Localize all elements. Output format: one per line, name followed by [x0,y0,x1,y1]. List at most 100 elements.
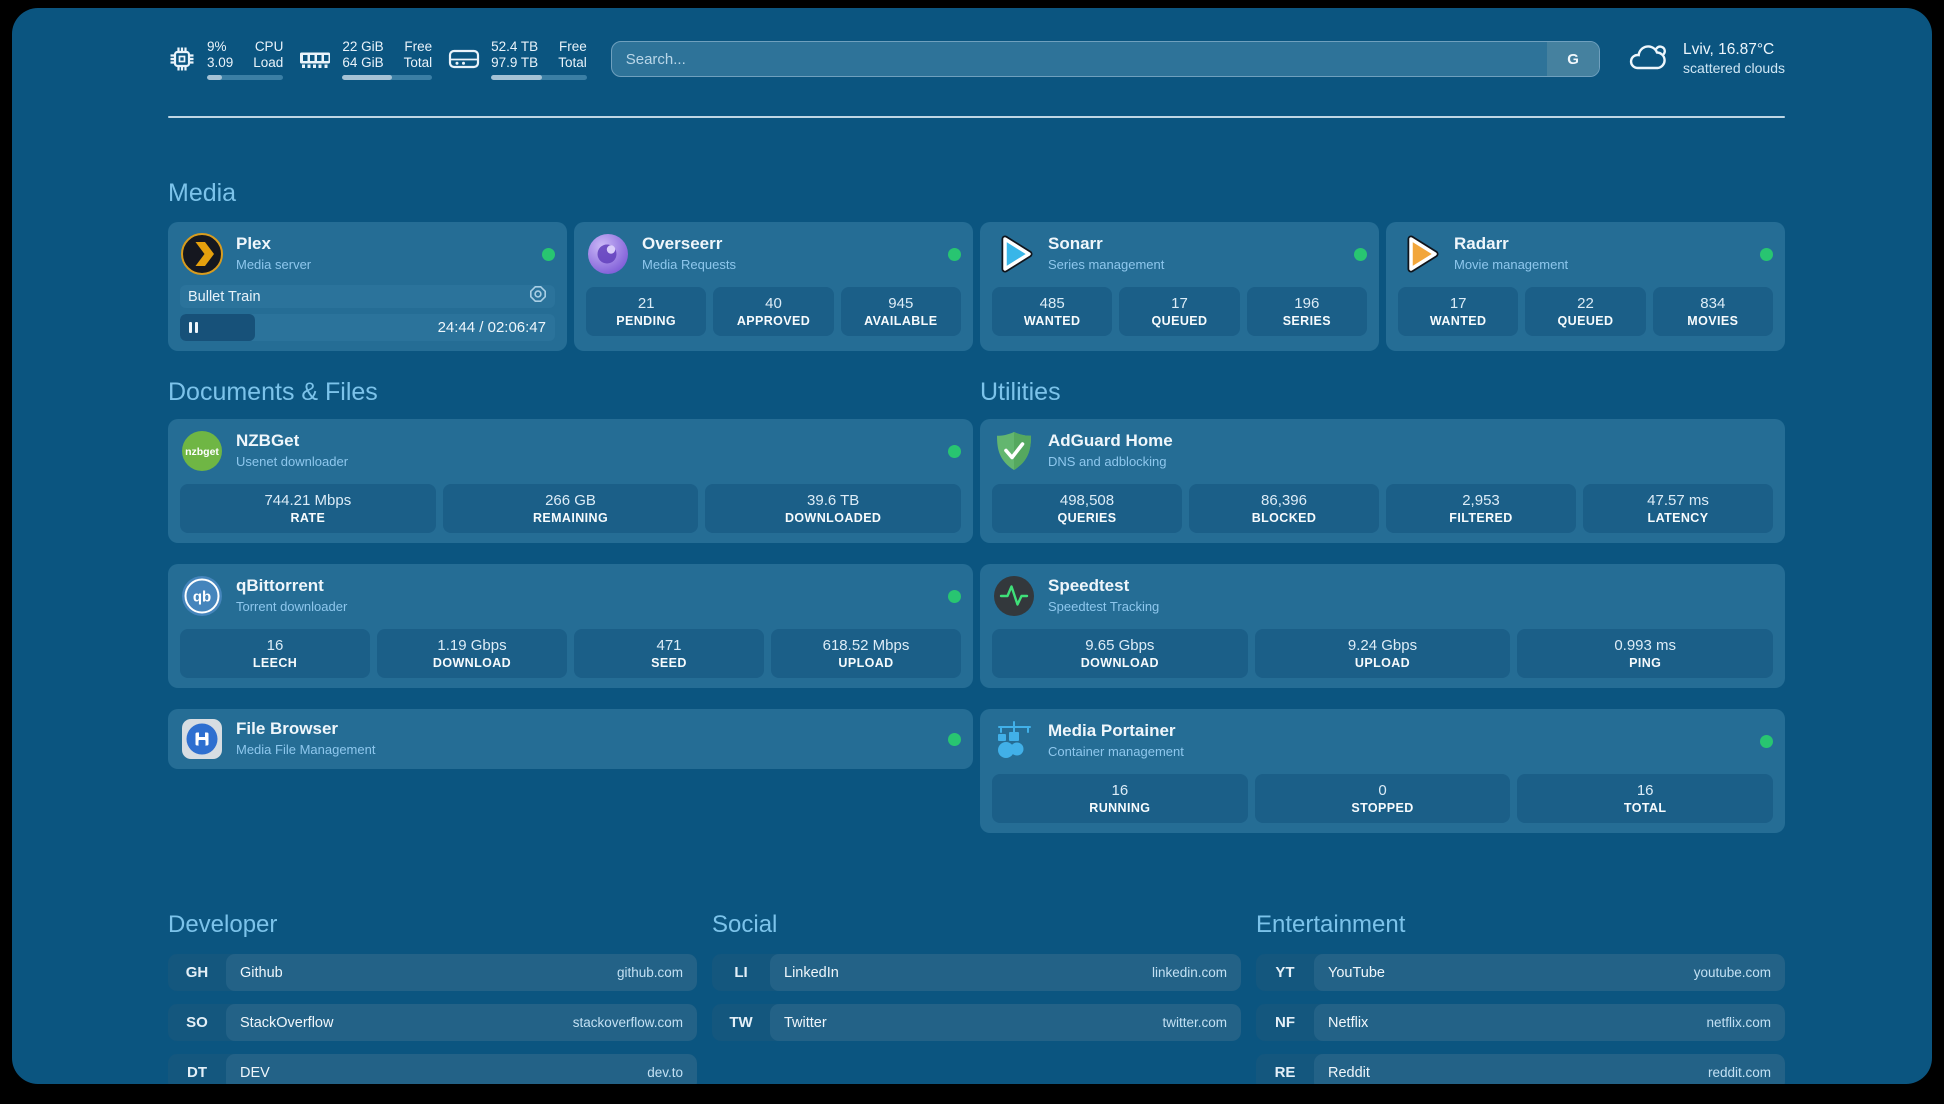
ram-icon [299,47,331,71]
stat-box: 471 SEED [574,629,764,678]
stat-box: 16 RUNNING [992,774,1248,823]
bookmark-domain: youtube.com [1693,965,1771,980]
media-grid: Plex Media server Bullet Train 24 [168,222,1785,351]
hard-drive-icon [448,45,480,73]
utilities-section-heading: Utilities [980,378,1061,406]
app-title: Plex [236,234,271,253]
bookmark-domain: linkedin.com [1151,965,1227,980]
stat-box: 17 WANTED [1398,287,1519,336]
bookmark-domain: twitter.com [1162,1015,1227,1030]
disk-widget: 52.4 TB 97.9 TB Free Total [448,39,587,80]
bookmark-domain: dev.to [647,1065,683,1080]
session-settings-icon[interactable] [529,285,547,308]
dashboard: 9% 3.09 CPU Load [12,8,1932,1084]
app-title: AdGuard Home [1048,431,1173,450]
bookmark-name: StackOverflow [240,1014,334,1031]
weather-location-temp: Lviv, 16.87°C [1683,41,1775,58]
disk-progress-bar [491,74,587,80]
stat-box: 2,953 FILTERED [1386,484,1576,533]
cpu-widget: 9% 3.09 CPU Load [168,38,284,80]
bookmark-name: LinkedIn [784,964,839,981]
online-status-dot [948,444,961,458]
app-subtitle: Movie management [1454,257,1569,272]
speedtest-pulse-icon [992,574,1036,618]
portainer-card[interactable]: Media Portainer Container management 16 … [980,709,1785,833]
top-bar: 9% 3.09 CPU Load [168,36,1785,82]
overseerr-card[interactable]: Overseerr Media Requests 21 PENDING 40 A… [574,222,973,351]
stat-box: 266 GB REMAINING [442,484,699,533]
search-input[interactable] [611,42,1548,76]
stat-box: 16 TOTAL [1517,774,1774,823]
app-title: Media Portainer [1048,721,1176,740]
app-subtitle: Torrent downloader [236,599,348,614]
nzbget-card[interactable]: nzbget NZBGet Usenet downloader 744.21 M… [168,419,973,543]
svg-text:qb: qb [193,589,211,606]
online-status-dot [1760,247,1773,261]
stat-box: 498,508 QUERIES [992,484,1182,533]
sonarr-icon [992,232,1036,276]
sonarr-card[interactable]: Sonarr Series management 485 WANTED 17 Q… [980,222,1379,351]
bookmark-netflix[interactable]: NF Netflix netflix.com [1256,1004,1785,1041]
app-subtitle: Media Requests [642,257,736,272]
bookmark-stackoverflow[interactable]: SO StackOverflow stackoverflow.com [168,1004,697,1041]
svg-text:nzbget: nzbget [185,446,219,458]
bookmark-name: Reddit [1328,1064,1370,1081]
social-bookmarks: Social LI LinkedIn linkedin.com TW Twitt… [712,910,1241,1084]
stat-box: 9.24 Gbps UPLOAD [1254,629,1511,678]
stat-box: 16 LEECH [180,629,370,678]
stat-box: 945 AVAILABLE [840,287,961,336]
search-engine-button[interactable]: G [1547,42,1600,76]
app-title: Sonarr [1048,234,1103,253]
bookmark-domain: github.com [616,965,683,980]
hardware-widgets: 9% 3.09 CPU Load [168,39,587,80]
weather-widget[interactable]: Lviv, 16.87°C scattered clouds [1626,39,1785,80]
cpu-values: 9% 3.09 [207,38,234,70]
memory-progress-bar [342,74,433,80]
cpu-progress-bar [207,74,284,80]
plex-card[interactable]: Plex Media server Bullet Train 24 [168,222,567,351]
documents-column: Documents & Files nzbget NZBGet Usenet d… [168,377,973,854]
filebrowser-card[interactable]: File Browser Media File Management [168,709,973,769]
pause-icon [189,322,198,333]
disk-labels: Free Total [558,38,587,70]
bookmark-github[interactable]: GH Github github.com [168,954,697,991]
stat-box: 86,396 BLOCKED [1189,484,1379,533]
bookmark-linkedin[interactable]: LI LinkedIn linkedin.com [712,954,1241,991]
memory-labels: Free Total [403,38,433,70]
radarr-card[interactable]: Radarr Movie management 17 WANTED 22 QUE… [1386,222,1785,351]
app-title: Overseerr [642,234,723,253]
app-subtitle: Series management [1048,257,1165,272]
playback-progress-bar[interactable]: 24:44 / 02:06:47 [180,314,555,341]
memory-values: 22 GiB 64 GiB [342,38,384,70]
speedtest-card[interactable]: Speedtest Speedtest Tracking 9.65 Gbps D… [980,564,1785,688]
stat-box: 485 WANTED [992,287,1113,336]
app-title: File Browser [236,719,339,738]
bookmark-abbr: RE [1274,1064,1296,1081]
app-subtitle: Container management [1048,744,1184,759]
bookmark-name: Twitter [784,1014,827,1031]
bookmark-twitter[interactable]: TW Twitter twitter.com [712,1004,1241,1041]
bookmark-dev[interactable]: DT DEV dev.to [168,1054,697,1084]
app-subtitle: Usenet downloader [236,454,349,469]
stat-box: 0.993 ms PING [1517,629,1774,678]
app-subtitle: DNS and adblocking [1048,454,1167,469]
bookmark-name: Netflix [1328,1014,1369,1031]
stat-box: 47.57 ms LATENCY [1583,484,1773,533]
bookmark-reddit[interactable]: RE Reddit reddit.com [1256,1054,1785,1084]
plex-icon [180,232,224,276]
online-status-dot [542,247,555,261]
app-title: qBittorrent [236,576,324,595]
cpu-labels: CPU Load [253,38,284,70]
now-playing-title: Bullet Train [188,288,261,305]
stat-box: 9.65 Gbps DOWNLOAD [992,629,1248,678]
bookmark-youtube[interactable]: YT YouTube youtube.com [1256,954,1785,991]
online-status-dot [1760,734,1773,748]
stat-box: 40 APPROVED [713,287,834,336]
adguard-card[interactable]: AdGuard Home DNS and adblocking 498,508 … [980,419,1785,543]
entertainment-bookmarks: Entertainment YT YouTube youtube.com NF … [1256,910,1785,1084]
bookmark-abbr: NF [1275,1014,1295,1031]
playback-elapsed [180,314,255,341]
qbittorrent-card[interactable]: qb qBittorrent Torrent downloader 16 LEE… [168,564,973,688]
utilities-column: Utilities AdGuard Home DNS and adblockin… [980,377,1785,854]
app-title: NZBGet [236,431,300,450]
